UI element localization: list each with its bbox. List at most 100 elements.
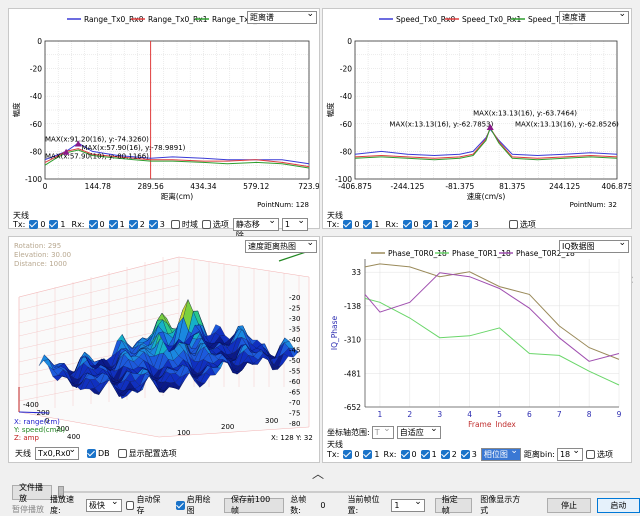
y-tick-label: -40: [340, 92, 352, 101]
rx3-checkbox[interactable]: [460, 449, 470, 459]
tx0-checkbox[interactable]: [29, 219, 39, 229]
progress-slider-thumb[interactable]: [58, 486, 64, 498]
bottom-controls: 播放速度: 极快 自动保存 启用绘图 保存前100帧 总帧数: 0 当前帧位置:…: [50, 495, 640, 515]
play-speed-select[interactable]: 极快: [85, 497, 122, 512]
rx0-checkbox[interactable]: [88, 219, 98, 229]
current-pos-input[interactable]: 1: [391, 497, 425, 512]
tx1-checkbox[interactable]: [363, 219, 373, 229]
iq-data-select[interactable]: 相位图: [480, 446, 521, 461]
axis-range-select-a[interactable]: T: [371, 424, 394, 439]
y-tick-label: -138: [344, 302, 361, 311]
goto-frame-button[interactable]: 指定帧: [434, 495, 473, 515]
x-tick-label: 3: [437, 410, 442, 419]
y-tick-label: -80: [30, 147, 42, 156]
rx1-label: 1: [431, 449, 437, 459]
max-annotation: MAX(x:13.13(16), y:-62.8526): [515, 121, 619, 129]
antenna-select[interactable]: Tx0,Rx0: [35, 445, 79, 460]
y-tick-label: 400: [67, 433, 80, 441]
range-bin-input[interactable]: 18: [556, 446, 583, 461]
legend-label: Speed_Tx0_Rx2: [528, 15, 587, 24]
progress-slider[interactable]: [58, 486, 630, 498]
axis-range-label: 坐标轴范围:: [327, 427, 370, 437]
y-tick-label: -481: [344, 369, 361, 378]
legend-label: Phase_T0R1_18: [452, 249, 511, 258]
z-tick-label: -45: [289, 347, 300, 355]
auto-save-checkbox[interactable]: [125, 500, 135, 510]
y-tick-label: -100: [335, 175, 352, 184]
iq-option-checkbox[interactable]: [585, 449, 595, 459]
x-tick-label: 2: [407, 410, 412, 419]
max-marker: [486, 123, 494, 130]
legend-label: Phase_T0R2_18: [516, 249, 575, 258]
enable-draw-checkbox[interactable]: [175, 500, 185, 510]
stop-button[interactable]: 停止: [547, 497, 591, 513]
rx2-checkbox[interactable]: [442, 219, 452, 229]
rx1-label: 1: [433, 219, 439, 229]
surface-grid-line: [18, 284, 180, 324]
x-tick-label: 723.9: [298, 182, 319, 191]
play-speed-label: 播放速度:: [50, 495, 74, 515]
total-frames-label: 总帧数:: [290, 495, 307, 515]
y-tick-label: -80: [340, 147, 352, 156]
speed-option-checkbox[interactable]: [508, 219, 518, 229]
iq-panel: Phase_T0R0_18 Phase_T0R1_18 Phase_T0R2_18 3…: [322, 236, 632, 463]
rx2-label: 2: [451, 449, 457, 459]
z-tick-label: -60: [289, 378, 300, 386]
range-option-checkbox[interactable]: [201, 219, 211, 229]
rx1-checkbox[interactable]: [108, 219, 118, 229]
rx0-checkbox[interactable]: [402, 219, 412, 229]
rx1-checkbox[interactable]: [420, 449, 430, 459]
total-frames-value: 0: [320, 500, 326, 510]
y-axis-label: IQ_Phase: [330, 315, 339, 350]
plot-frame: [354, 40, 618, 180]
speed-mode-select[interactable]: 速度谱: [559, 9, 629, 24]
speed-chart: Speed_Tx0_Rx0 Speed_Tx0_Rx1 Speed_Tx0_Rx2 0…: [325, 15, 631, 209]
static-removal-select[interactable]: 静态移除: [232, 216, 279, 240]
time-domain-label: 时域: [181, 219, 198, 229]
rx2-checkbox[interactable]: [128, 219, 138, 229]
x-tick-label: 434.34: [190, 182, 216, 191]
rx1-checkbox[interactable]: [422, 219, 432, 229]
save-100-button[interactable]: 保存前100帧: [223, 495, 285, 515]
rx3-checkbox[interactable]: [148, 219, 158, 229]
tx1-label: 1: [60, 219, 66, 229]
speed-panel: Speed_Tx0_Rx0 Speed_Tx0_Rx1 Speed_Tx0_Rx2 0…: [322, 8, 632, 229]
x-tick-label: 9: [617, 410, 622, 419]
rx0-checkbox[interactable]: [400, 449, 410, 459]
iq-mode-select[interactable]: IQ数据图: [559, 238, 629, 253]
axis-x-indicator: [18, 411, 50, 414]
tx1-checkbox[interactable]: [363, 449, 373, 459]
elevation-label: Elevation: 30.00: [14, 251, 71, 259]
time-domain-checkbox[interactable]: [170, 219, 180, 229]
plot-frame: [44, 40, 310, 180]
rx3-checkbox[interactable]: [462, 219, 472, 229]
range-spin[interactable]: 1: [281, 216, 308, 231]
pause-play-label[interactable]: 暂停播放: [12, 505, 44, 514]
x-axis-label: Frame_Index: [468, 420, 516, 427]
file-play-button[interactable]: 文件播放: [12, 483, 52, 503]
y-tick-label: 0: [37, 37, 42, 46]
rx2-checkbox[interactable]: [440, 449, 450, 459]
tx0-checkbox[interactable]: [343, 219, 353, 229]
tx0-checkbox[interactable]: [343, 449, 353, 459]
point-num-label: PointNum: 128: [257, 201, 309, 209]
start-button[interactable]: 启动: [596, 497, 640, 513]
rx3-label: 3: [471, 449, 477, 459]
axis-range-select-b[interactable]: 自适应: [396, 424, 441, 439]
surface-mode-select[interactable]: 速度距离热图: [245, 238, 317, 253]
speed-controls: Tx: 0 1 Rx: 0 1 2 3 选项: [327, 217, 536, 231]
collapse-bottom-chevron-icon[interactable]: ︿: [312, 467, 325, 481]
rx2-label: 2: [453, 219, 459, 229]
x-tick-label: 4: [467, 410, 472, 419]
db-checkbox[interactable]: [87, 448, 96, 458]
range-mode-select[interactable]: 距离谱: [247, 9, 317, 24]
legend-label: Speed_Tx0_Rx0: [396, 15, 455, 24]
y-axis-label: 幅度: [325, 102, 335, 117]
point-num-label: PointNum: 32: [570, 201, 617, 209]
show-config-checkbox[interactable]: [117, 448, 127, 458]
x-tick-label: 5: [497, 410, 502, 419]
iq-antenna-label: 天线: [327, 439, 343, 449]
tx1-checkbox[interactable]: [49, 219, 59, 229]
x-tick-label: 200: [221, 423, 234, 431]
